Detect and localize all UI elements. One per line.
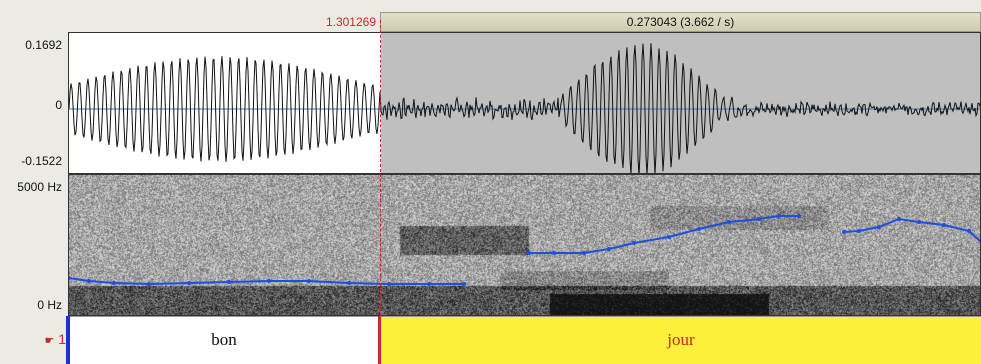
pitch-point — [307, 279, 311, 283]
pitch-point — [187, 281, 191, 285]
pitch-point — [87, 279, 91, 283]
pitch-point — [917, 220, 921, 224]
waveform-zero-label: 0 — [55, 98, 62, 112]
pitch-point — [112, 281, 116, 285]
pitch-point — [427, 282, 431, 286]
waveform-max-label: 0.1692 — [25, 38, 62, 52]
waveform-min-label: -0.1522 — [21, 154, 62, 168]
pitch-point — [347, 281, 351, 285]
pointing-hand-icon: ☛ — [44, 335, 55, 347]
pitch-point — [967, 229, 971, 233]
pitch-point — [387, 282, 391, 286]
time-ruler[interactable]: 1.301269 0.273043 (3.662 / s) — [0, 12, 981, 32]
pitch-point — [527, 251, 531, 255]
pitch-point — [267, 279, 271, 283]
pitch-point — [877, 225, 881, 229]
pitch-point — [582, 251, 586, 255]
tier-boundary[interactable] — [378, 316, 381, 364]
spectrogram-min-label: 0 Hz — [37, 298, 62, 312]
pitch-point — [897, 217, 901, 221]
interval-jour[interactable]: jour — [381, 316, 981, 364]
pitch-point — [632, 241, 636, 245]
pitch-point — [607, 247, 611, 251]
pitch-segment — [843, 217, 980, 243]
pitch-point — [552, 251, 556, 255]
pitch-point — [69, 276, 71, 280]
pitch-point — [797, 214, 801, 218]
cursor-time-label: 1.301269 — [325, 15, 376, 29]
tier-number: 1 — [58, 331, 66, 347]
spectrogram-image — [69, 175, 980, 315]
spectrogram-max-label: 5000 Hz — [17, 180, 62, 194]
pitch-segment — [529, 215, 799, 254]
textgrid-tier[interactable]: ☛ 1 bon jour — [0, 316, 981, 364]
waveform-trace — [69, 43, 980, 173]
tier-number-label[interactable]: ☛ 1 — [30, 331, 66, 347]
pitch-contour — [69, 214, 980, 286]
pitch-point — [727, 220, 731, 224]
pitch-point — [147, 282, 151, 286]
interval-bon[interactable]: bon — [70, 316, 378, 364]
pitch-point — [462, 282, 466, 286]
pitch-point — [697, 227, 701, 231]
spectrogram-panel[interactable] — [68, 174, 981, 316]
pitch-point — [842, 230, 846, 234]
pitch-point — [227, 280, 231, 284]
pitch-point — [942, 223, 946, 227]
pitch-point — [667, 235, 671, 239]
selection-duration-bar[interactable]: 0.273043 (3.662 / s) — [380, 12, 981, 32]
waveform-panel[interactable] — [68, 32, 981, 174]
pitch-point — [777, 214, 781, 218]
tier-boundary[interactable] — [66, 316, 70, 364]
waveform-graph — [69, 43, 980, 173]
pitch-point — [757, 217, 761, 221]
cursor-line — [380, 20, 381, 316]
pitch-segment — [69, 277, 464, 286]
pitch-point — [857, 229, 861, 233]
